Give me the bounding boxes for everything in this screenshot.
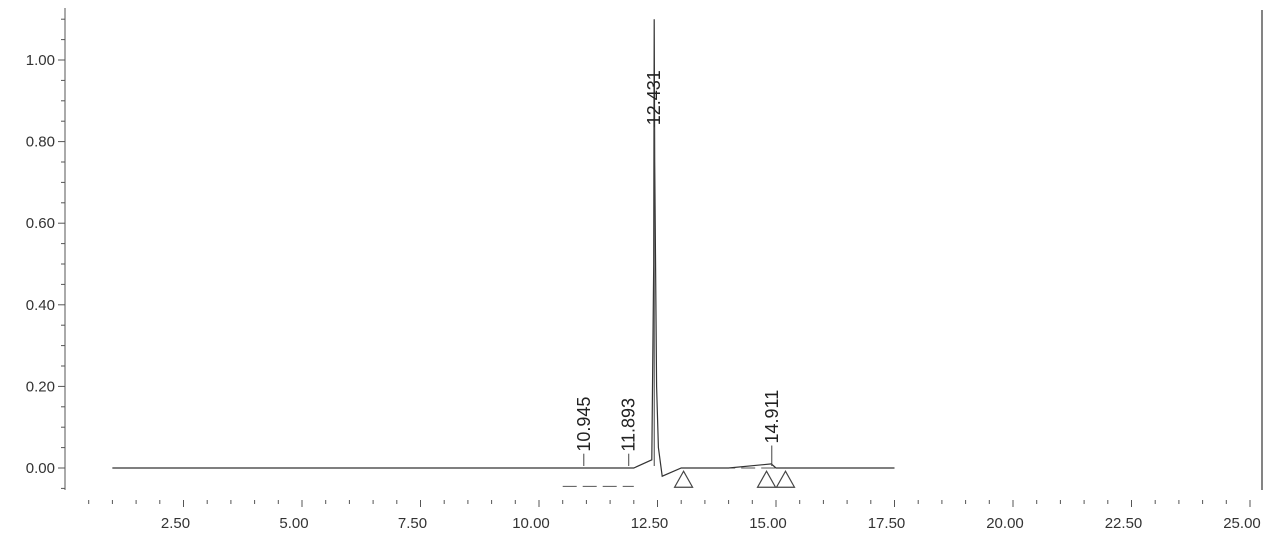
x-tick-label: 20.00 (986, 515, 1024, 532)
integration-marker (673, 470, 694, 488)
y-tick-label: 0.80 (26, 134, 55, 151)
x-tick-label: 5.00 (279, 515, 308, 532)
x-tick-label: 25.00 (1223, 515, 1261, 532)
x-tick-label: 10.00 (512, 515, 550, 532)
x-tick-label: 2.50 (161, 515, 190, 532)
x-tick-label: 15.00 (749, 515, 787, 532)
peak-label: 10.945 (574, 397, 594, 452)
peak-labels: 10.945 11.893 12.431 14.911 (574, 70, 782, 466)
x-tick-label: 7.50 (398, 515, 427, 532)
y-tick-label: 0.00 (26, 460, 55, 477)
x-tick-label: 17.50 (868, 515, 906, 532)
y-tick-label: 0.40 (26, 297, 55, 314)
peak-label: 11.893 (619, 398, 639, 452)
axes: 2.50 5.00 7.50 10.00 12.50 15.00 17.50 20.00 22.… (26, 8, 1261, 532)
y-tick-label: 0.60 (26, 215, 55, 232)
y-tick-label: 0.20 (26, 378, 55, 395)
peak-label: 12.431 (644, 70, 664, 125)
x-tick-label: 22.50 (1105, 515, 1143, 532)
baseline (112, 467, 895, 487)
y-tick-label: 1.00 (26, 52, 55, 69)
trace (112, 10, 1263, 490)
integration-markers (673, 470, 796, 488)
integration-marker (775, 470, 796, 488)
x-tick-label: 12.50 (631, 515, 669, 532)
signal-trace (112, 19, 895, 478)
integration-marker (756, 470, 777, 488)
peak-label: 14.911 (762, 390, 782, 444)
